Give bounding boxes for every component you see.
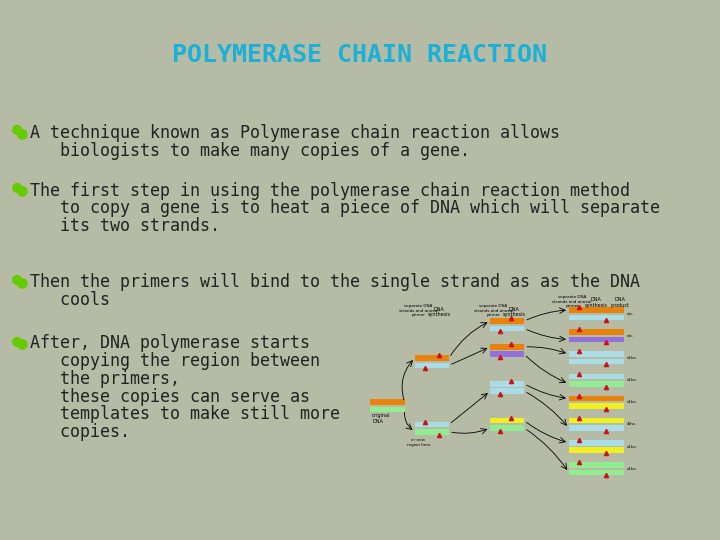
Text: cools: cools — [30, 291, 110, 308]
Text: The first step in using the polymerase chain reaction method: The first step in using the polymerase c… — [30, 181, 630, 200]
Bar — [490, 344, 524, 350]
Bar — [371, 407, 405, 413]
Text: its two strands.: its two strands. — [30, 217, 220, 235]
Bar — [490, 352, 524, 357]
Text: ●: ● — [17, 124, 28, 142]
Bar — [371, 400, 405, 405]
Bar — [490, 381, 524, 387]
Bar — [415, 362, 449, 368]
Text: biologists to make many copies of a gene.: biologists to make many copies of a gene… — [30, 142, 470, 160]
Bar — [569, 462, 624, 468]
Bar — [569, 374, 624, 379]
Bar — [569, 440, 624, 445]
Bar — [569, 426, 624, 431]
Text: separate DNA
strands and anneal
primer: separate DNA strands and anneal primer — [474, 304, 513, 318]
Text: separate DNA
strands and anneal
primer: separate DNA strands and anneal primer — [552, 295, 592, 308]
Bar — [569, 403, 624, 409]
Text: separate DNA
strands and anneal
primer: separate DNA strands and anneal primer — [399, 304, 438, 318]
Text: ●: ● — [12, 270, 22, 288]
Text: x1bc.: x1bc. — [627, 356, 638, 360]
Text: 4thc.: 4thc. — [627, 422, 637, 427]
Bar — [569, 381, 624, 387]
Bar — [569, 396, 624, 401]
Bar — [569, 352, 624, 357]
Text: x1bc.: x1bc. — [627, 400, 638, 404]
Text: ●: ● — [17, 334, 28, 352]
Text: DNA
product: DNA product — [611, 298, 629, 308]
Text: DNA
synthesis: DNA synthesis — [428, 307, 450, 318]
Text: x1bc.: x1bc. — [627, 467, 638, 471]
Bar — [569, 315, 624, 320]
Bar — [490, 426, 524, 431]
Bar — [490, 318, 524, 324]
Text: the primers,: the primers, — [30, 370, 180, 388]
Text: POLYMERASE CHAIN REACTION: POLYMERASE CHAIN REACTION — [173, 43, 547, 67]
Text: templates to make still more: templates to make still more — [30, 406, 340, 423]
Bar — [569, 418, 624, 423]
Text: ●: ● — [12, 120, 22, 138]
Text: these copies can serve as: these copies can serve as — [30, 388, 310, 406]
Bar — [569, 307, 624, 313]
Text: original
DNA: original DNA — [372, 414, 391, 424]
Bar — [569, 329, 624, 335]
Text: Then the primers will bind to the single strand as as the DNA: Then the primers will bind to the single… — [30, 273, 640, 291]
Text: or new
region here: or new region here — [407, 438, 430, 447]
Text: copies.: copies. — [30, 423, 130, 441]
Text: A technique known as Polymerase chain reaction allows: A technique known as Polymerase chain re… — [30, 124, 560, 142]
Bar — [490, 418, 524, 423]
Text: DNA
synthesis: DNA synthesis — [503, 307, 526, 318]
Text: x1bc.: x1bc. — [627, 378, 638, 382]
Bar — [490, 326, 524, 331]
Bar — [569, 448, 624, 453]
Text: to copy a gene is to heat a piece of DNA which will separate: to copy a gene is to heat a piece of DNA… — [30, 199, 660, 218]
Text: ●: ● — [17, 181, 28, 200]
Bar — [569, 337, 624, 342]
Text: After, DNA polymerase starts: After, DNA polymerase starts — [30, 334, 310, 352]
Text: etc.: etc. — [627, 312, 634, 316]
Text: ●: ● — [17, 273, 28, 291]
Text: etc.: etc. — [627, 334, 634, 338]
Bar — [569, 359, 624, 364]
Bar — [415, 429, 449, 435]
Bar — [415, 355, 449, 361]
Bar — [569, 470, 624, 475]
Text: x1bc.: x1bc. — [627, 444, 638, 449]
Text: ●: ● — [12, 332, 22, 350]
Bar — [415, 422, 449, 427]
Text: copying the region between: copying the region between — [30, 352, 320, 370]
Text: ●: ● — [12, 178, 22, 196]
Text: DNA
synthesis: DNA synthesis — [585, 298, 608, 308]
Bar — [490, 388, 524, 394]
